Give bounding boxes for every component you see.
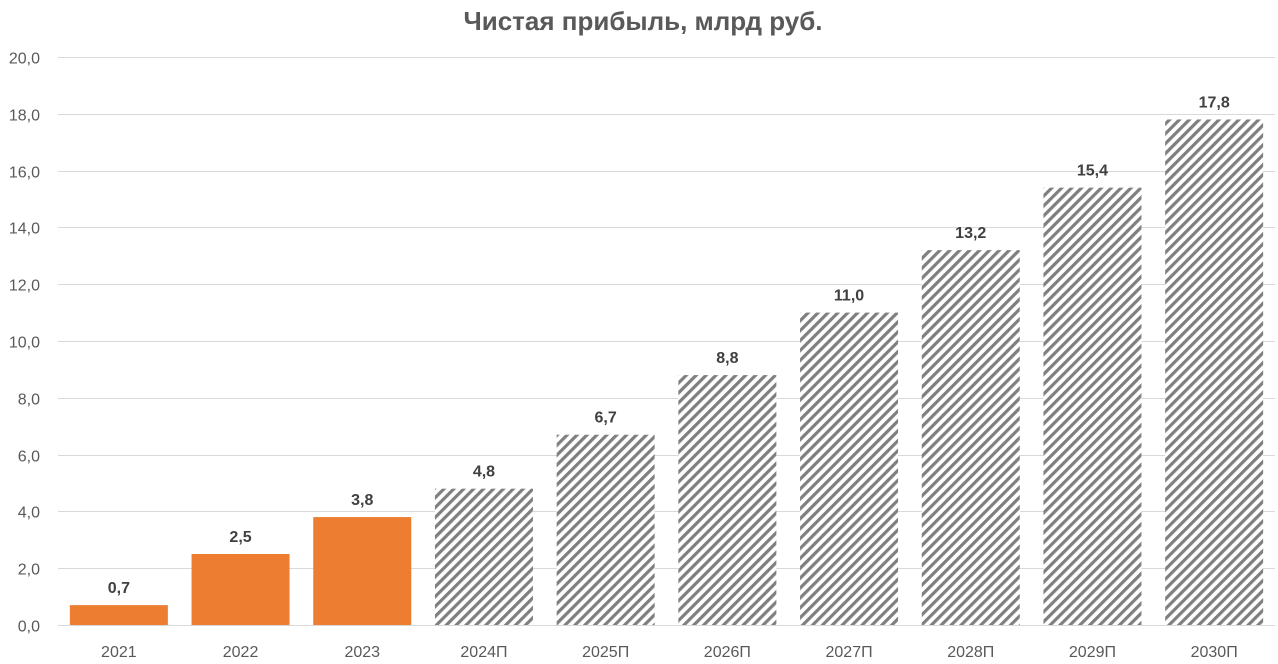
y-tick-label: 18,0 [9, 108, 40, 125]
y-tick-label: 20,0 [9, 51, 40, 68]
y-tick-label: 16,0 [9, 165, 40, 182]
x-tick-label: 2027П [826, 644, 873, 661]
data-label: 4,8 [473, 464, 495, 481]
x-tick-label: 2024П [460, 644, 507, 661]
bar-2023 [313, 517, 412, 625]
bar-2028П [921, 250, 1020, 625]
data-label: 8,8 [716, 350, 738, 367]
x-tick-label: 2030П [1191, 644, 1238, 661]
y-tick-label: 10,0 [9, 335, 40, 352]
x-tick-label: 2021 [101, 644, 137, 661]
bar-2026П [678, 375, 777, 625]
x-tick-label: 2025П [582, 644, 629, 661]
x-tick-label: 2022 [223, 644, 259, 661]
y-tick-label: 14,0 [9, 221, 40, 238]
bar-2029П [1043, 187, 1142, 625]
bar-2021 [69, 605, 168, 625]
x-tick-label: 2023 [344, 644, 380, 661]
bar-2024П [434, 488, 533, 625]
data-label: 17,8 [1199, 94, 1230, 111]
data-label: 11,0 [834, 288, 864, 305]
data-label: 0,7 [108, 580, 130, 597]
y-tick-label: 2,0 [18, 562, 40, 579]
x-tick-label: 2026П [704, 644, 751, 661]
data-label: 6,7 [595, 410, 617, 427]
x-tick-label: 2029П [1069, 644, 1116, 661]
y-tick-label: 8,0 [18, 392, 40, 409]
bar-2027П [800, 312, 899, 625]
chart-title: Чистая прибыль, млрд руб. [463, 6, 822, 36]
data-label: 3,8 [351, 492, 373, 509]
data-label: 15,4 [1077, 163, 1108, 180]
y-tick-label: 12,0 [9, 278, 40, 295]
bar-2022 [191, 554, 290, 625]
data-label: 13,2 [955, 225, 986, 242]
y-tick-label: 0,0 [18, 619, 40, 636]
y-tick-label: 4,0 [18, 505, 40, 522]
y-tick-label: 6,0 [18, 449, 40, 466]
bar-2025П [556, 434, 655, 625]
data-label: 2,5 [229, 529, 251, 546]
x-tick-label: 2028П [947, 644, 994, 661]
bar-2030П [1165, 119, 1264, 625]
